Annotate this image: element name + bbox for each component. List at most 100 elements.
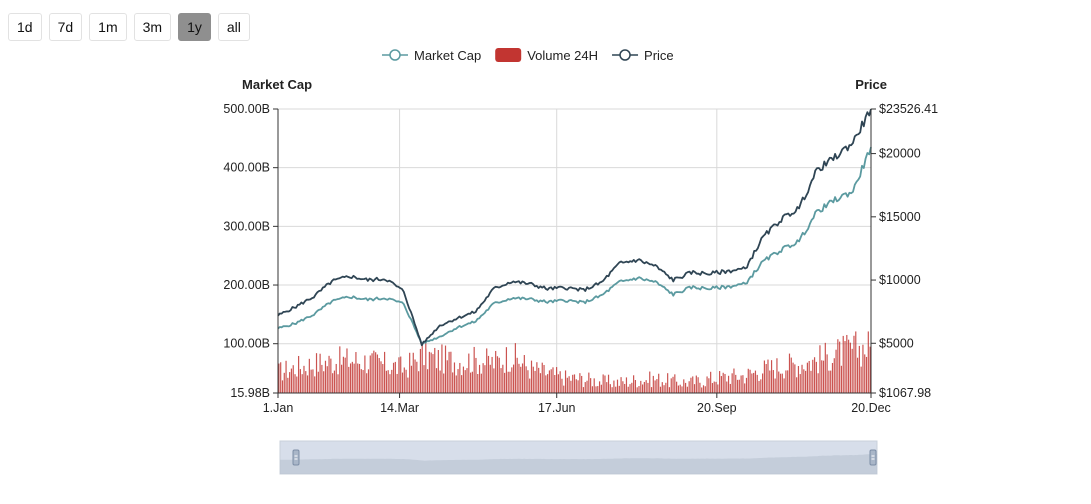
volume-bar [758, 380, 760, 393]
market-cap-line [277, 146, 872, 346]
volume-bar [468, 353, 470, 393]
volume-bar [423, 365, 425, 393]
left-tick-label: 400.00B [223, 161, 270, 175]
volume-bar [774, 378, 776, 393]
volume-bar [469, 372, 472, 393]
volume-bar [846, 334, 848, 393]
volume-bar [839, 341, 841, 393]
volume-bar [306, 375, 309, 393]
x-tick-label: 20.Dec [851, 401, 891, 415]
volume-bar [561, 378, 563, 393]
volume-bar [409, 352, 411, 393]
volume-bar [813, 357, 816, 393]
volume-bar [625, 377, 628, 393]
zoom-slider[interactable] [279, 440, 878, 475]
volume-bar [779, 373, 782, 393]
volume-bar [674, 374, 676, 393]
right-tick-label: $5000 [879, 336, 914, 350]
zoom-handle-right[interactable] [869, 449, 877, 466]
volume-bar [380, 361, 382, 393]
right-tick-label: $15000 [879, 210, 921, 224]
volume-bar [851, 348, 853, 393]
volume-bar [414, 359, 416, 393]
volume-bar [314, 376, 316, 393]
volume-bar [833, 358, 835, 393]
left-axis-title: Market Cap [242, 77, 312, 92]
volume-bar [489, 364, 491, 393]
range-3m-button[interactable]: 3m [133, 13, 172, 41]
volume-bar [536, 362, 538, 393]
volume-bar [654, 380, 656, 393]
range-7d-button[interactable]: 7d [48, 13, 83, 41]
legend-label: Market Cap [414, 48, 481, 63]
volume-bar [855, 331, 857, 393]
volume-bar [344, 357, 346, 393]
volume-bar [473, 346, 475, 393]
volume-bar [525, 366, 527, 393]
volume-bar [826, 354, 828, 393]
volume-bar [296, 376, 298, 393]
volume-bar [591, 386, 594, 393]
volume-bar [362, 370, 364, 393]
volume-bar [767, 359, 769, 393]
volume-bar [744, 383, 746, 393]
volume-bar [615, 386, 617, 393]
volume-bar [600, 384, 602, 393]
volume-bar [609, 384, 611, 393]
volume-bar [407, 377, 409, 393]
volume-bar [799, 374, 801, 393]
volume-bar [770, 360, 773, 393]
volume-bar [584, 382, 586, 393]
volume-bar [690, 377, 692, 393]
volume-bar [586, 380, 588, 393]
volume-bar [638, 386, 640, 393]
volume-bar [754, 370, 757, 393]
x-tick-label: 14.Mar [380, 401, 419, 415]
volume-bar [785, 370, 787, 393]
range-1d-button[interactable]: 1d [8, 13, 42, 41]
volume-bar [853, 335, 855, 393]
range-1m-button[interactable]: 1m [89, 13, 127, 41]
volume-bar [419, 348, 422, 393]
volume-bar [389, 374, 391, 393]
volume-bar [731, 373, 733, 393]
range-1y-button[interactable]: 1y [178, 13, 211, 41]
volume-bar [491, 356, 493, 393]
grid [278, 108, 871, 393]
volume-bar [740, 375, 742, 393]
volume-bar [509, 371, 511, 393]
volume-bar [538, 367, 540, 393]
volume-bar [656, 379, 658, 393]
volume-bar [692, 376, 694, 393]
volume-bar [803, 369, 805, 393]
zoom-handle-left[interactable] [292, 449, 300, 466]
volume-bar [640, 380, 642, 393]
volume-bar [496, 356, 499, 393]
volume-bar [428, 351, 430, 393]
volume-bar [720, 376, 723, 393]
volume-bar [403, 367, 405, 393]
volume-bar [430, 352, 432, 393]
volume-bar [860, 366, 862, 393]
volume-bar [532, 366, 534, 393]
volume-bar [727, 375, 730, 393]
volume-bar [292, 365, 294, 393]
volume-bar [290, 368, 293, 393]
volume-bar [384, 351, 386, 393]
volume-bar [301, 374, 303, 393]
volume-bar [557, 374, 559, 393]
volume-bar [305, 371, 307, 393]
volume-bar [824, 342, 826, 393]
volume-bar [573, 374, 576, 393]
volume-bar [598, 381, 601, 393]
volume-bar [459, 362, 461, 393]
volume-bar [518, 363, 520, 393]
volume-bar [862, 344, 864, 393]
volume-bar [308, 358, 310, 393]
volume-bar [375, 352, 377, 393]
range-all-button[interactable]: all [217, 13, 250, 41]
volume-bar [593, 378, 595, 393]
volume-bar [699, 382, 701, 393]
volume-bar [330, 358, 332, 393]
volume-bar [435, 368, 438, 393]
